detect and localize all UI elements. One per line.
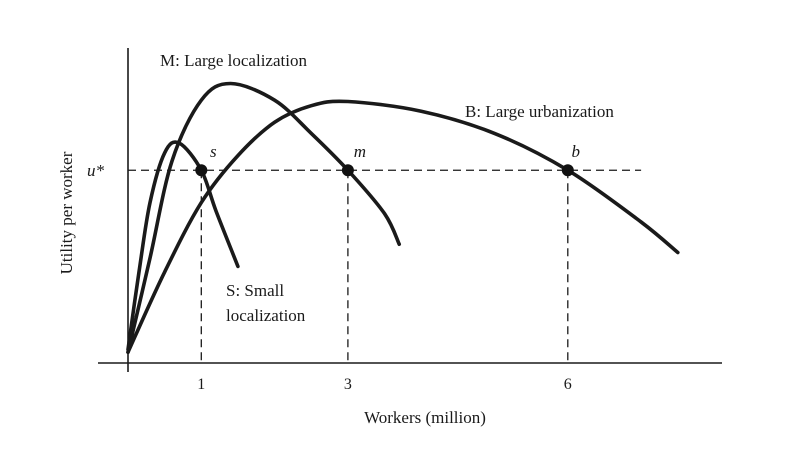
series-label-s: S: Small localization — [226, 281, 306, 325]
x-tick-label: 6 — [564, 376, 572, 393]
axes-layer — [98, 48, 722, 372]
y-axis-label: Utility per worker — [57, 151, 76, 274]
x-axis-label: Workers (million) — [364, 408, 486, 427]
points-layer — [195, 164, 574, 177]
series-label-b: B: Large urbanization — [465, 102, 614, 121]
series-layer — [126, 81, 680, 354]
curve-m-large-localization — [126, 81, 401, 354]
point-label-s: s — [210, 142, 217, 161]
curve-s-small-localization — [126, 140, 240, 352]
x-tick-label: 1 — [197, 376, 205, 393]
curve-b-large-urbanization — [126, 99, 680, 354]
point-label-b: b — [572, 142, 581, 161]
point-b — [561, 164, 574, 177]
series-label-m: M: Large localization — [160, 51, 307, 70]
point-s — [195, 164, 208, 177]
point-m — [341, 164, 354, 177]
point-label-m: m — [354, 142, 366, 161]
text-layer: Workers (million) Utility per worker u* 1… — [57, 51, 614, 427]
x-tick-label: 3 — [344, 376, 352, 393]
y-tick-label: u* — [87, 161, 105, 180]
